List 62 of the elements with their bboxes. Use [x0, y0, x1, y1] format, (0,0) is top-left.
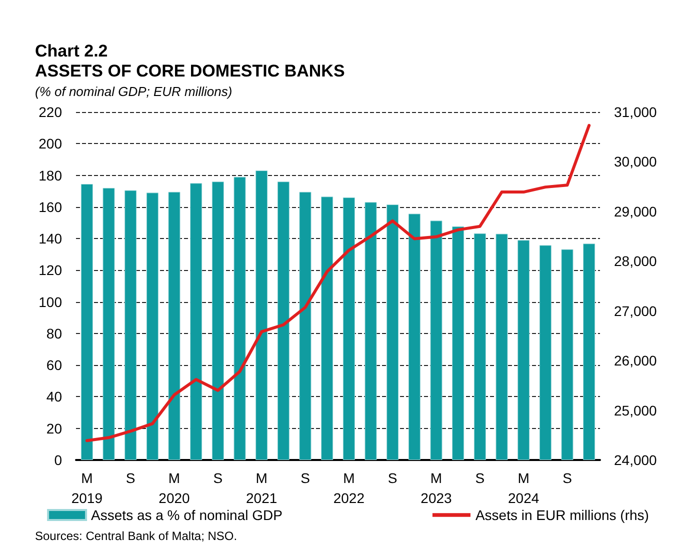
bar [212, 182, 224, 460]
y2-tick-label: 25,000 [614, 402, 658, 418]
line-series [85, 124, 591, 442]
bar [583, 244, 596, 460]
bar [452, 226, 464, 460]
bar [474, 233, 486, 460]
y2-tick-label: 26,000 [614, 352, 658, 369]
y-tick-label: 60 [46, 357, 62, 374]
bar [234, 176, 246, 460]
legend-label: Assets in EUR millions (rhs) [475, 507, 649, 523]
bar [539, 245, 552, 460]
y-tick-label: 220 [38, 104, 62, 120]
x-tick-label: M 2020 [158, 470, 190, 506]
x-tick-label: S [300, 470, 310, 486]
bar [518, 240, 530, 460]
bar [299, 192, 312, 460]
y-tick-label: 80 [46, 325, 62, 342]
y2-tick-label: 24,000 [614, 452, 658, 468]
x-tick-label: M 2023 [420, 470, 452, 506]
bar [496, 234, 508, 460]
x-tick-label: M 2022 [333, 470, 365, 506]
y-tick-label: 100 [38, 294, 62, 310]
bar [561, 249, 574, 460]
chart-subtitle: (% of nominal GDP; EUR millions) [35, 84, 232, 99]
x-tick-label: M 2024 [508, 470, 540, 506]
bar [408, 214, 420, 460]
bar [364, 202, 377, 460]
bar [321, 196, 334, 460]
bar [430, 220, 442, 460]
y-tick-label: 0 [54, 452, 62, 468]
bar [256, 170, 268, 460]
bar [342, 197, 355, 460]
x-tick-label: S [213, 470, 223, 486]
y-tick-label: 200 [38, 136, 62, 152]
x-tick-label: S [126, 470, 136, 486]
y-tick-label: 40 [46, 388, 62, 405]
source-note: Sources: Central Bank of Malta; NSO. [35, 529, 238, 543]
y-tick-label: 20 [46, 420, 62, 436]
bar [386, 204, 399, 460]
y-tick-label: 180 [38, 167, 62, 184]
y2-tick-label: 27,000 [614, 302, 658, 319]
x-tick-label: S [562, 470, 572, 486]
y-tick-label: 120 [38, 262, 62, 278]
x-tick-label: S [475, 470, 485, 486]
chart-title: Chart 2.2 ASSETS OF CORE DOMESTIC BANKS [35, 42, 345, 80]
x-tick-label: S [388, 470, 398, 486]
y-tick-label: 140 [38, 230, 62, 247]
x-tick-label: M 2019 [71, 470, 103, 506]
bar [80, 184, 93, 460]
y2-tick-label: 31,000 [614, 104, 658, 120]
x-tick-label: M 2021 [246, 470, 278, 506]
bar [190, 183, 202, 460]
legend-label: Assets as a % of nominal GDP [91, 507, 282, 523]
bar [146, 192, 158, 460]
y-tick-label: 160 [38, 198, 62, 215]
bar [168, 192, 180, 460]
y2-tick-label: 30,000 [614, 154, 658, 170]
y2-tick-label: 29,000 [614, 203, 658, 220]
bar [102, 188, 115, 460]
y2-tick-label: 28,000 [614, 253, 658, 270]
bar [124, 190, 137, 460]
bar [277, 182, 290, 460]
